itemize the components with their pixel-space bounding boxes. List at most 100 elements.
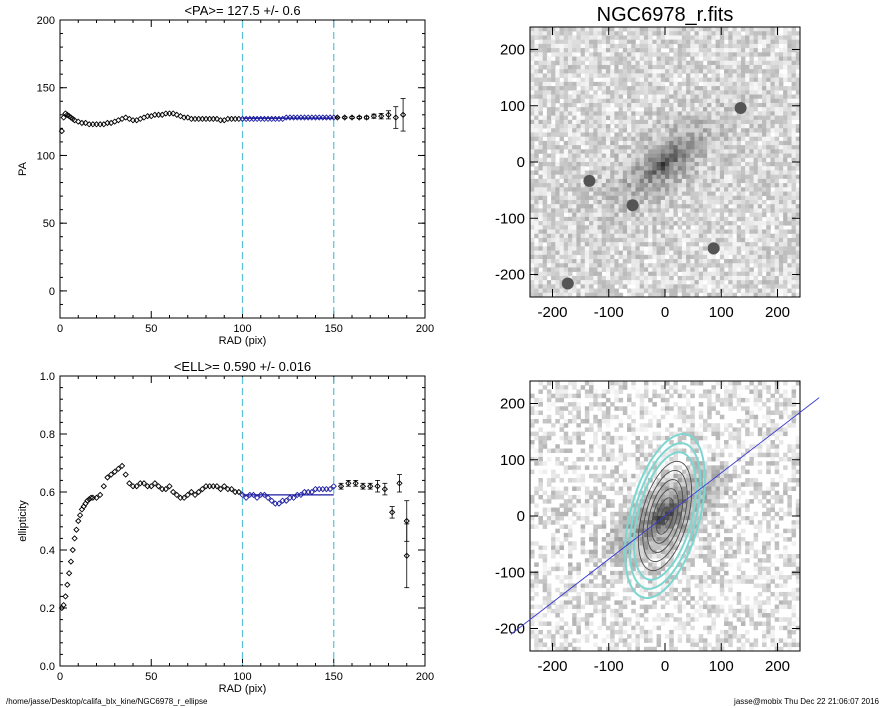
ell-data-point bbox=[275, 500, 283, 507]
image-xtick-label: -200 bbox=[537, 304, 567, 321]
ell-data-point bbox=[210, 483, 217, 490]
image-pixel-map bbox=[530, 27, 801, 298]
ell-data-point bbox=[316, 485, 323, 493]
ell-ytick-label: 0.4 bbox=[40, 545, 55, 557]
pa-ytick-label: 100 bbox=[37, 150, 55, 162]
footer-user: jasse@mobix Thu Dec 22 21:06:07 2016 bbox=[734, 697, 879, 706]
image-ytick-label: 100 bbox=[500, 98, 525, 115]
contour-ytick-label: 0 bbox=[517, 508, 525, 525]
image-ytick-label: -200 bbox=[495, 267, 525, 284]
pa-data-point bbox=[202, 115, 210, 123]
ell-data-point bbox=[261, 491, 268, 499]
ell-data-point bbox=[345, 480, 352, 487]
pa-data-point bbox=[232, 115, 239, 123]
pa-data-point bbox=[97, 121, 104, 128]
isophote-contour bbox=[646, 479, 684, 553]
pa-data-point bbox=[261, 115, 268, 123]
pa-ytick-label: 50 bbox=[43, 218, 55, 230]
pa-data-point bbox=[253, 115, 261, 123]
ell-data-point bbox=[239, 491, 246, 499]
pa-ytick-label: 200 bbox=[37, 15, 55, 27]
ell-xtick-label: 150 bbox=[325, 671, 343, 683]
image-xtick-label: 100 bbox=[709, 304, 734, 321]
ell-data-point bbox=[140, 480, 148, 487]
pa-data-point bbox=[104, 119, 111, 127]
ell-data-point bbox=[97, 491, 104, 499]
ell-data-point bbox=[104, 474, 111, 481]
contour-ytick-label: 200 bbox=[500, 396, 525, 413]
pa-data-point bbox=[217, 117, 224, 124]
ell-data-point bbox=[235, 488, 242, 496]
ell-data-point bbox=[286, 494, 294, 501]
pa-data-point bbox=[312, 114, 319, 121]
pa-data-point bbox=[283, 114, 290, 121]
pa-data-point bbox=[334, 114, 341, 121]
isophote-contour bbox=[642, 469, 688, 563]
pa-data-point bbox=[144, 113, 151, 120]
pa-title: <PA>= 127.5 +/- 0.6 bbox=[184, 3, 300, 18]
pa-data-point bbox=[228, 115, 235, 123]
ell-ytick-label: 1.0 bbox=[40, 371, 55, 383]
ell-data-point bbox=[60, 601, 67, 609]
pa-xlabel: RAD (pix) bbox=[219, 335, 267, 347]
pa-data-point bbox=[301, 114, 308, 121]
ell-data-point bbox=[144, 483, 151, 490]
contour-xtick-label: 100 bbox=[709, 658, 734, 675]
ell-data-point bbox=[297, 491, 305, 499]
image-xtick-label: 0 bbox=[661, 304, 669, 321]
image-ytick-label: -100 bbox=[495, 210, 525, 227]
image-ytick-label: 200 bbox=[500, 42, 525, 59]
contour-xtick-label: -100 bbox=[594, 658, 624, 675]
ell-xlabel: RAD (pix) bbox=[219, 683, 267, 695]
pa-data-point bbox=[308, 114, 315, 121]
pa-data-point bbox=[224, 115, 232, 123]
ell-data-point bbox=[191, 491, 199, 499]
ell-data-point bbox=[352, 480, 359, 487]
ell-ytick-label: 0.0 bbox=[40, 661, 55, 673]
image-ytick-label: 0 bbox=[517, 154, 525, 171]
pa-data-point bbox=[195, 115, 202, 123]
ell-data-point bbox=[224, 485, 232, 493]
pa-xtick-label: 150 bbox=[325, 323, 343, 335]
ell-data-point bbox=[155, 483, 162, 490]
ell-ytick-label: 0.8 bbox=[40, 429, 55, 441]
ell-data-point bbox=[180, 494, 188, 501]
isophote-contour bbox=[651, 488, 679, 544]
image-star-blob bbox=[626, 199, 639, 212]
ell-data-point bbox=[118, 462, 126, 470]
pa-data-point bbox=[330, 114, 337, 121]
ell-data-point bbox=[170, 488, 177, 496]
ell-data-point bbox=[290, 494, 297, 501]
ell-data-point bbox=[264, 494, 272, 501]
pa-xtick-label: 50 bbox=[145, 323, 157, 335]
contour-ytick-label: -200 bbox=[495, 621, 525, 638]
isophote-contour bbox=[632, 451, 698, 581]
pa-data-point bbox=[180, 114, 188, 121]
pa-data-point bbox=[275, 115, 283, 123]
isophote-contour bbox=[637, 460, 693, 572]
ell-data-point bbox=[359, 483, 367, 490]
contour-ytick-label: -100 bbox=[495, 564, 525, 581]
ell-data-point bbox=[279, 497, 286, 504]
pa-data-point bbox=[290, 114, 297, 121]
ell-xtick-label: 0 bbox=[57, 671, 63, 683]
ell-ylabel: ellipticity bbox=[17, 500, 29, 542]
ell-data-point bbox=[403, 552, 410, 559]
ell-xtick-label: 100 bbox=[233, 671, 251, 683]
image-title: NGC6978_r.fits bbox=[597, 4, 734, 26]
pa-data-point bbox=[264, 115, 272, 123]
pa-data-point bbox=[378, 113, 385, 120]
ell-data-point bbox=[122, 471, 129, 478]
pa-data-point bbox=[199, 115, 206, 123]
ell-data-point bbox=[65, 570, 73, 577]
ell-data-point bbox=[283, 497, 290, 504]
ell-data-point bbox=[246, 491, 253, 499]
pa-data-point bbox=[316, 114, 323, 121]
ell-data-point bbox=[330, 483, 337, 490]
ell-data-point bbox=[312, 485, 319, 493]
pa-data-point bbox=[370, 113, 378, 120]
ell-data-point bbox=[162, 485, 169, 493]
ell-data-point bbox=[217, 485, 224, 493]
pa-data-point bbox=[239, 115, 246, 123]
pa-data-point bbox=[363, 114, 370, 121]
